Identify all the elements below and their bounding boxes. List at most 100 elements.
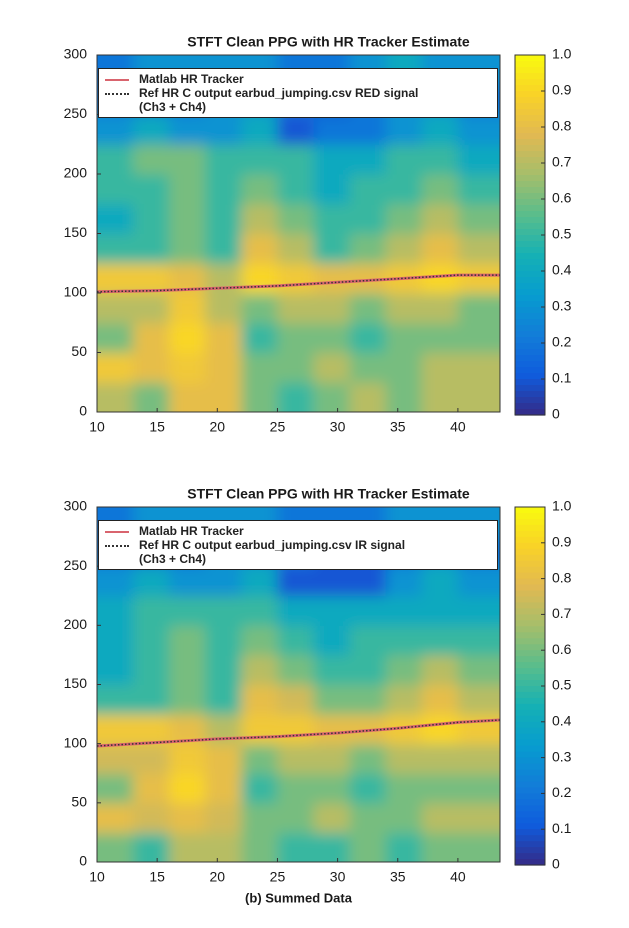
heatmap-cell bbox=[421, 233, 459, 264]
colorbar-step bbox=[515, 145, 545, 152]
colorbar-step bbox=[515, 115, 545, 122]
heatmap-cell bbox=[349, 802, 387, 833]
heatmap-cell bbox=[277, 144, 315, 175]
heatmap-cell bbox=[241, 144, 278, 175]
heatmap-cell bbox=[313, 832, 351, 862]
heatmap-cell bbox=[313, 743, 351, 774]
heatmap-cell bbox=[385, 802, 423, 833]
heatmap-cell bbox=[169, 352, 206, 383]
colorbar-step bbox=[515, 103, 545, 110]
colorbar-step bbox=[515, 680, 545, 687]
heatmap-cell bbox=[205, 832, 242, 862]
heatmap-cell bbox=[313, 114, 351, 145]
colorbar-step bbox=[515, 566, 545, 574]
colorbar-step bbox=[515, 409, 545, 416]
colorbar-step bbox=[515, 620, 545, 627]
heatmap-cell bbox=[313, 322, 351, 353]
colorbar-step bbox=[515, 835, 545, 842]
heatmap-cell bbox=[421, 203, 459, 234]
heatmap-cell bbox=[205, 773, 242, 804]
heatmap-cell bbox=[169, 382, 206, 412]
heatmap-cell bbox=[349, 233, 387, 264]
heatmap-cell bbox=[349, 684, 387, 715]
colorbar-step bbox=[515, 277, 545, 284]
heatmap-cell bbox=[241, 802, 278, 833]
legend-entry: Ref HR C output earbud_jumping.csv IR si… bbox=[105, 538, 491, 566]
y-tick-label: 100 bbox=[64, 284, 88, 300]
heatmap-cell bbox=[205, 654, 242, 685]
heatmap-cell bbox=[313, 773, 351, 804]
heatmap-cell bbox=[97, 654, 134, 685]
heatmap-cell bbox=[97, 743, 134, 774]
heatmap-cell bbox=[457, 832, 500, 862]
colorbar-step bbox=[515, 349, 545, 356]
heatmap-cell bbox=[349, 352, 387, 383]
colorbar-step bbox=[515, 79, 545, 86]
heatmap-cell bbox=[133, 595, 170, 626]
y-tick-label: 100 bbox=[64, 734, 88, 750]
heatmap-cell bbox=[169, 322, 206, 353]
heatmap-cell bbox=[349, 382, 387, 412]
colorbar-step bbox=[515, 199, 545, 206]
colorbar-step bbox=[515, 614, 545, 621]
heatmap-cell bbox=[277, 174, 315, 205]
colorbar-step bbox=[515, 811, 545, 818]
heatmap-cell bbox=[421, 352, 459, 383]
heatmap-cell bbox=[385, 625, 423, 656]
heatmap-cell bbox=[421, 654, 459, 685]
heatmap-cell bbox=[457, 293, 500, 324]
heatmap-cell bbox=[457, 322, 500, 353]
colorbar-step bbox=[515, 85, 545, 92]
heatmap-cell bbox=[385, 654, 423, 685]
heatmap-cell bbox=[277, 566, 315, 597]
legend-swatch bbox=[105, 531, 129, 533]
heatmap-cell bbox=[349, 114, 387, 145]
heatmap-cell bbox=[169, 566, 206, 597]
heatmap-cell bbox=[277, 203, 315, 234]
heatmap-cell bbox=[133, 233, 170, 264]
heatmap-cell bbox=[97, 233, 134, 264]
x-tick-label: 15 bbox=[149, 419, 165, 435]
heatmap-cell bbox=[97, 322, 134, 353]
colorbar-step bbox=[515, 715, 545, 723]
heatmap-cell bbox=[205, 595, 242, 626]
heatmap-cell bbox=[277, 684, 315, 715]
x-tick-label: 40 bbox=[450, 869, 466, 885]
colorbar-step bbox=[515, 319, 545, 326]
heatmap-cell bbox=[169, 114, 206, 145]
heatmap-cell bbox=[241, 293, 278, 324]
heatmap-cell bbox=[205, 114, 242, 145]
colorbar-step bbox=[515, 91, 545, 98]
colorbar-tick-label: 0.5 bbox=[552, 226, 572, 242]
colorbar-step bbox=[515, 530, 545, 538]
heatmap-cell bbox=[133, 144, 170, 175]
heatmap-cell bbox=[277, 625, 315, 656]
colorbar-step bbox=[515, 560, 545, 568]
colorbar-step bbox=[515, 674, 545, 681]
heatmap-cell bbox=[313, 263, 351, 294]
heatmap-cell bbox=[421, 625, 459, 656]
heatmap-cell bbox=[277, 595, 315, 626]
heatmap-cell bbox=[313, 233, 351, 264]
heatmap-cell bbox=[385, 352, 423, 383]
colorbar-step bbox=[515, 247, 545, 254]
heatmap-cell bbox=[277, 743, 315, 774]
colorbar-step bbox=[515, 662, 545, 669]
heatmap-cell bbox=[421, 114, 459, 145]
heatmap-cell bbox=[313, 802, 351, 833]
heatmap-cell bbox=[457, 203, 500, 234]
colorbar-tick-label: 0 bbox=[552, 406, 560, 422]
colorbar-step bbox=[515, 205, 545, 212]
heatmap-cell bbox=[457, 595, 500, 626]
legend-label: Ref HR C output earbud_jumping.csv IR si… bbox=[139, 538, 406, 566]
heatmap-cell bbox=[277, 773, 315, 804]
heatmap-cell bbox=[385, 144, 423, 175]
heatmap-cell bbox=[313, 684, 351, 715]
legend-label: Matlab HR Tracker bbox=[139, 524, 244, 538]
heatmap-cell bbox=[169, 802, 206, 833]
heatmap-cell bbox=[169, 773, 206, 804]
colorbar-step bbox=[515, 805, 545, 812]
heatmap-cell bbox=[205, 322, 242, 353]
heatmap-cell bbox=[241, 684, 278, 715]
colorbar-step bbox=[515, 211, 545, 218]
